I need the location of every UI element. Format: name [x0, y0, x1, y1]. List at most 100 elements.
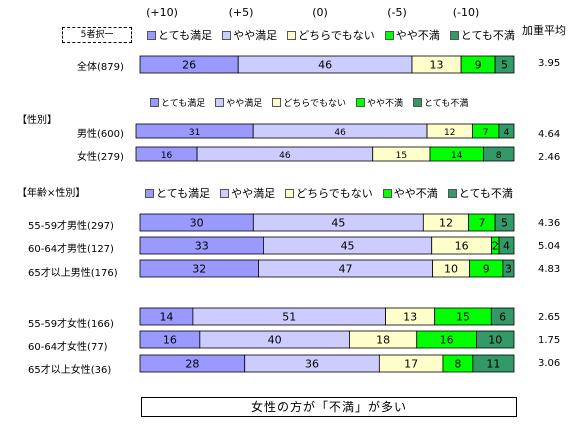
footer-caption: 女性の方が「不満」が多い [250, 400, 407, 414]
legend-label: とても不満 [460, 29, 515, 42]
bar-value-label: 16 [163, 334, 177, 347]
section-age-gender-header: 【年齢×性別】 [17, 188, 86, 199]
bar-value-label: 3 [505, 263, 512, 276]
bar-segment [502, 259, 515, 278]
bar-value-label: 16 [440, 334, 454, 347]
bar-value-label: 6 [499, 311, 506, 324]
legend-label: やや不満 [367, 99, 404, 109]
legend-label: どちらでもない [283, 99, 347, 109]
bar-value-label: 18 [376, 334, 390, 347]
legend-item: どちらでもない [285, 185, 373, 201]
bar-value-label: 2 [492, 240, 499, 253]
legend-label: とても満足 [156, 187, 211, 200]
bar-value-label: 4 [504, 128, 510, 138]
row-label-overall: 全体(879) [77, 62, 124, 73]
bar-value-label: 15 [456, 311, 470, 324]
weighted-avg-header: 加重平均 [522, 24, 566, 37]
bar-value-label: 9 [483, 263, 490, 276]
legend-top: とても満足 やや満足 どちらでもない やや不満 とても不満 [147, 27, 515, 43]
bar-value-label: 10 [488, 334, 502, 347]
legend-item: やや不満 [384, 27, 440, 43]
scale-label-zero: (0) [312, 6, 328, 19]
bar-value-label: 46 [279, 151, 291, 161]
legend-item: とても満足 [147, 27, 212, 43]
legend-swatch [356, 98, 366, 107]
legend-item: とても不満 [447, 185, 513, 201]
bar-value-label: 12 [439, 217, 453, 230]
legend-label: とても満足 [158, 29, 213, 42]
bar-segment [490, 307, 515, 326]
bar-segment [476, 330, 515, 349]
bar-segment [494, 55, 515, 74]
row-label-female-55-59: 55-59才女性(166) [28, 319, 114, 330]
bar-value-label: 16 [455, 240, 469, 253]
bar-value-label: 11 [486, 358, 500, 371]
legend-swatch [413, 98, 423, 107]
bar-value-label: 46 [318, 59, 332, 72]
bar-value-label: 51 [282, 311, 296, 324]
row-label-female-65-plus: 65才以上女性(36) [28, 365, 112, 376]
row-label-female-60-64: 60-64才女性(77) [28, 342, 108, 353]
bar-value-label: 33 [195, 240, 209, 253]
legend-item: とても不満 [413, 96, 468, 109]
bar-value-label: 32 [192, 263, 206, 276]
row-label-male-65-plus: 65才以上男性(176) [28, 268, 118, 279]
row-avg-male-60-64: 5.04 [538, 241, 561, 252]
legend-item: やや満足 [222, 27, 277, 43]
scale-label-minus5: (-5) [387, 6, 407, 19]
bar-value-label: 46 [334, 128, 346, 138]
scale-label-plus10: (+10) [146, 6, 178, 19]
legend-item: やや不満 [382, 185, 438, 201]
legend-swatch [285, 188, 295, 198]
row-label-male: 男性(600) [77, 129, 124, 140]
row-avg-female-60-64: 1.75 [538, 335, 561, 346]
legend-gender: とても満足 やや満足 どちらでもない やや不満 とても不満 [150, 96, 468, 109]
bar-value-label: 36 [305, 358, 319, 371]
legend-swatch [215, 98, 225, 107]
legend-swatch [220, 188, 230, 198]
bar-value-label: 31 [189, 128, 200, 138]
scale-label-minus10: (-10) [452, 6, 480, 19]
legend-swatch [447, 188, 457, 198]
bar-segment [494, 213, 515, 232]
bar-value-label: 28 [185, 358, 199, 371]
bar-value-label: 10 [444, 263, 458, 276]
legend-item: どちらでもない [272, 96, 346, 109]
bar-value-label: 14 [159, 311, 173, 324]
bar-value-label: 16 [161, 151, 173, 161]
bar-value-label: 14 [451, 151, 463, 161]
row-label-female: 女性(279) [77, 152, 124, 163]
legend-item: とても不満 [449, 27, 515, 43]
legend-swatch [147, 30, 156, 40]
choose-five-label: 5者択一 [80, 30, 114, 40]
legend-item: とても満足 [150, 96, 205, 109]
bar-segment [498, 123, 515, 139]
bar-value-label: 5 [501, 217, 508, 230]
legend-label: どちらでもない [298, 29, 375, 42]
bar-segment [472, 354, 515, 373]
row-avg-overall: 3.95 [538, 58, 561, 69]
legend-label: とても満足 [161, 99, 206, 109]
legend-age-gender: とても満足 やや満足 どちらでもない やや不満 とても不満 [145, 185, 513, 201]
footer-caption-box: 女性の方が「不満」が多い [141, 397, 517, 417]
legend-swatch [150, 98, 159, 107]
bar-value-label: 45 [341, 240, 355, 253]
scale-label-plus5: (+5) [228, 6, 254, 19]
legend-item: やや満足 [220, 185, 275, 201]
row-avg-male-65-plus: 4.83 [538, 264, 561, 275]
legend-item: やや不満 [356, 96, 403, 109]
bar-value-label: 17 [404, 358, 418, 371]
row-avg-male-55-59: 4.36 [538, 218, 561, 229]
row-avg-female-55-59: 2.65 [538, 312, 561, 323]
bar-value-label: 15 [396, 151, 407, 161]
bar-value-label: 8 [496, 151, 502, 161]
bar-value-label: 4 [503, 240, 510, 253]
legend-label: やや満足 [233, 29, 278, 42]
legend-swatch [382, 188, 392, 198]
bar-value-label: 5 [501, 59, 508, 72]
legend-item: やや満足 [215, 96, 262, 109]
bar-segment [483, 146, 515, 162]
bar-value-label: 8 [454, 358, 461, 371]
